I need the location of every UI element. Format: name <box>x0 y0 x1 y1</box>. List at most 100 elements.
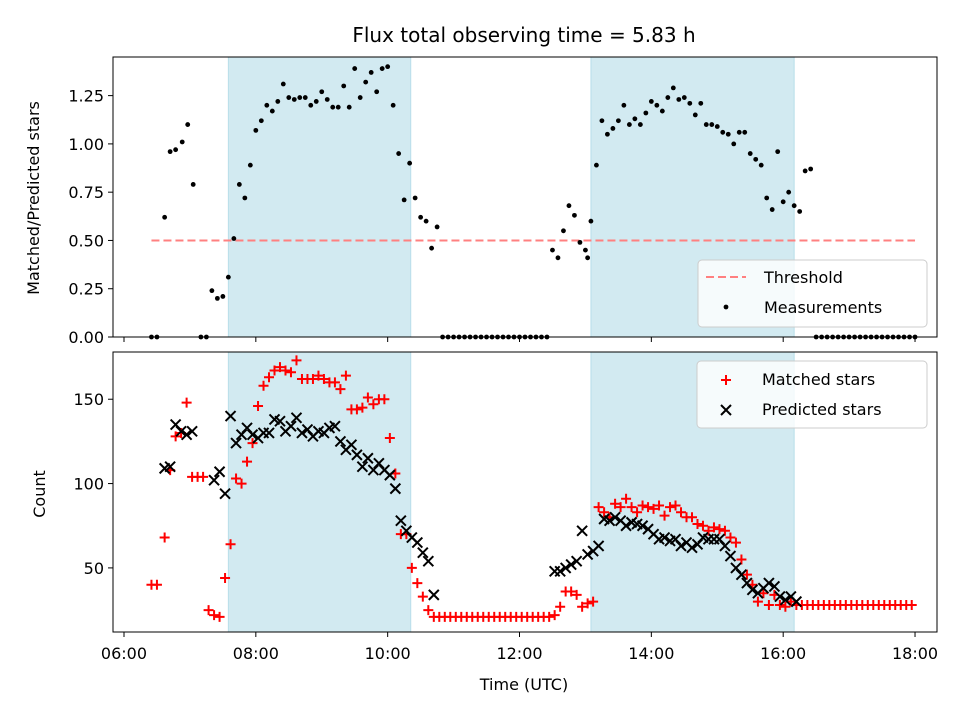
matched-stars-point <box>335 384 346 395</box>
measurement-point <box>698 100 704 106</box>
matched-stars-point <box>203 605 214 616</box>
matched-stars-point <box>423 605 434 616</box>
measurement-point <box>764 195 770 201</box>
matched-stars-point <box>763 600 774 611</box>
top-y-tick-label: 0.25 <box>68 280 104 299</box>
matched-stars-point <box>253 400 264 411</box>
predicted-stars-point <box>746 584 759 596</box>
matched-stars-point <box>285 367 296 378</box>
predicted-stars-point <box>334 435 347 448</box>
measurement-point <box>775 149 781 155</box>
matched-stars-point <box>654 500 665 511</box>
matched-stars-point <box>615 502 626 513</box>
measurement-point <box>681 95 687 100</box>
predicted-stars-point <box>290 412 303 424</box>
measurement-point <box>769 207 775 212</box>
measurement-point <box>632 116 638 122</box>
x-tick-label: 12:00 <box>496 644 542 663</box>
measurement-point <box>687 100 693 106</box>
predicted-stars-point <box>570 555 583 567</box>
matched-stars-point <box>379 394 390 405</box>
chart-title: Flux total observing time = 5.83 h <box>352 23 695 47</box>
matched-stars-point <box>159 532 170 543</box>
measurement-point <box>566 203 572 209</box>
measurement-point <box>615 118 621 124</box>
measurement-point <box>352 66 358 71</box>
predicted-stars-point <box>417 547 429 559</box>
predicted-stars-point <box>164 460 176 473</box>
measurement-point <box>396 151 402 156</box>
bottom-axes-frame <box>112 351 938 633</box>
measurement-point <box>736 129 742 135</box>
matched-stars-point <box>357 402 368 413</box>
legend-predicted-swatch <box>720 404 732 416</box>
matched-stars-point <box>198 471 209 482</box>
predicted-stars-point <box>208 474 220 486</box>
measurement-point <box>319 89 325 95</box>
bottom-panel: 50 100 150 06:00 08:00 10:00 12:00 14:00 16:00 18… <box>73 351 938 663</box>
x-axis-label: Time (UTC) <box>479 675 568 694</box>
measurement-point <box>605 131 610 137</box>
measurement-point <box>555 255 561 261</box>
predicted-stars-point <box>724 550 737 562</box>
matched-stars-point <box>236 478 247 489</box>
matched-stars-point <box>621 493 632 504</box>
predicted-stars-point <box>774 590 786 603</box>
measurement-point <box>423 218 429 224</box>
top-axes-frame <box>112 56 938 338</box>
measurement-point <box>418 214 424 220</box>
top-y-tick-label: 1.00 <box>68 135 104 154</box>
matched-stars-point <box>571 589 582 600</box>
measurement-point <box>643 110 649 116</box>
matched-stars-point <box>676 507 687 518</box>
measurement-point <box>429 245 435 251</box>
matched-stars-point <box>307 373 318 384</box>
matched-stars-point <box>170 431 181 442</box>
predicted-stars-point <box>362 452 374 464</box>
matched-stars-point <box>291 355 302 366</box>
measurement-point <box>637 122 643 127</box>
matched-stars-point <box>566 586 577 597</box>
measurement-point <box>550 247 555 253</box>
matched-stars-point <box>780 601 791 612</box>
matched-stars-point <box>719 525 730 536</box>
measurement-point <box>594 162 599 168</box>
matched-stars-point <box>593 502 604 513</box>
measurement-point <box>648 99 654 104</box>
predicted-stars-point <box>581 548 594 561</box>
bottom-y-tick-label: 100 <box>73 475 104 494</box>
measurement-point <box>665 95 671 100</box>
measurement-point <box>599 118 605 124</box>
matched-stars-point <box>708 522 719 533</box>
matched-stars-point <box>329 377 340 388</box>
matched-stars-point <box>274 362 285 373</box>
measurement-point <box>401 197 407 203</box>
predicted-stars-point <box>351 449 363 461</box>
measurement-point <box>291 97 297 102</box>
matched-stars-point <box>214 611 225 622</box>
measurement-point <box>786 189 792 195</box>
measurement-point <box>747 151 753 156</box>
matched-stars-point <box>225 539 236 550</box>
matched-stars-point <box>588 596 599 607</box>
measurement-point <box>742 129 748 135</box>
measurement-point <box>621 102 627 108</box>
predicted-stars-point <box>603 514 616 527</box>
predicted-stars-point <box>686 541 698 554</box>
predicted-stars-point <box>576 525 588 537</box>
measurement-point <box>572 212 577 218</box>
matched-stars-point <box>697 520 708 531</box>
measurement-point <box>185 122 191 127</box>
measurement-point <box>434 224 440 230</box>
matched-stars-point <box>280 365 291 376</box>
matched-stars-point <box>774 600 785 611</box>
matched-stars-point <box>269 365 280 376</box>
bottom-y-tick-label: 150 <box>73 390 104 409</box>
measurement-point <box>275 99 281 104</box>
measurement-point <box>173 147 179 153</box>
measurement-point <box>363 79 369 85</box>
measurement-point <box>412 195 418 201</box>
x-tick-label: 16:00 <box>760 644 806 663</box>
matched-stars-point <box>351 404 362 415</box>
predicted-stars-point <box>428 589 440 601</box>
